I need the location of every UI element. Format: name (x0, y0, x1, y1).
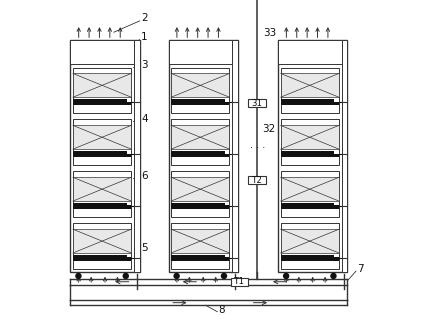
Bar (281, 119, 339, 165)
Bar (171, 119, 229, 165)
Bar (171, 99, 225, 105)
Circle shape (173, 273, 180, 279)
Bar (73, 177, 131, 201)
Bar (281, 68, 339, 113)
Bar (73, 119, 131, 165)
Bar (341, 40, 347, 272)
Bar (281, 229, 339, 253)
Circle shape (122, 273, 129, 279)
Bar (281, 223, 339, 269)
Bar (281, 151, 334, 157)
Bar (73, 229, 131, 253)
Bar (232, 40, 238, 272)
Bar (171, 255, 225, 261)
Bar (171, 73, 229, 97)
Bar (169, 40, 238, 272)
Bar (169, 40, 232, 64)
Bar (281, 171, 339, 217)
Bar (225, 154, 229, 157)
Bar (73, 125, 131, 149)
Bar (231, 278, 248, 286)
Bar (171, 203, 225, 209)
Bar (171, 177, 229, 201)
Bar (127, 154, 131, 157)
Bar (171, 151, 225, 157)
Text: 6: 6 (141, 171, 148, 181)
Bar (248, 176, 266, 184)
Bar (281, 255, 334, 261)
Bar (281, 177, 339, 201)
Text: 3: 3 (141, 60, 148, 70)
Bar (127, 257, 131, 261)
Text: 2: 2 (141, 13, 148, 23)
Bar (73, 68, 131, 113)
Text: 31: 31 (252, 99, 263, 108)
Circle shape (330, 273, 336, 279)
Bar (73, 171, 131, 217)
Bar (248, 99, 266, 107)
Bar (127, 205, 131, 209)
Bar (127, 102, 131, 105)
Bar (73, 151, 127, 157)
Bar (73, 255, 127, 261)
Bar (334, 257, 339, 261)
Text: 1: 1 (141, 32, 148, 42)
Bar (281, 99, 334, 105)
Bar (70, 40, 139, 272)
Bar (334, 205, 339, 209)
Bar (171, 125, 229, 149)
Bar (225, 205, 229, 209)
Bar (171, 229, 229, 253)
Text: 5: 5 (141, 243, 148, 253)
Text: 7: 7 (357, 264, 364, 274)
Text: 33: 33 (264, 28, 277, 38)
Bar (334, 154, 339, 157)
Bar (171, 68, 229, 113)
Bar (73, 223, 131, 269)
Bar (278, 40, 347, 272)
Bar (134, 40, 139, 272)
Circle shape (75, 273, 82, 279)
Bar (171, 223, 229, 269)
Text: 4: 4 (141, 114, 148, 124)
Bar (225, 102, 229, 105)
Bar (70, 40, 134, 64)
Bar (171, 171, 229, 217)
Bar (281, 73, 339, 97)
Circle shape (221, 273, 227, 279)
Text: 32: 32 (262, 124, 275, 134)
Bar (281, 125, 339, 149)
Text: T2: T2 (252, 176, 263, 185)
Bar (73, 73, 131, 97)
Text: . . .: . . . (250, 140, 265, 150)
Bar (73, 203, 127, 209)
Bar (281, 203, 334, 209)
Bar (278, 40, 341, 64)
Bar (334, 102, 339, 105)
Bar (73, 99, 127, 105)
Circle shape (283, 273, 289, 279)
Text: T1: T1 (234, 277, 245, 286)
Text: 8: 8 (218, 305, 225, 315)
Bar (225, 257, 229, 261)
